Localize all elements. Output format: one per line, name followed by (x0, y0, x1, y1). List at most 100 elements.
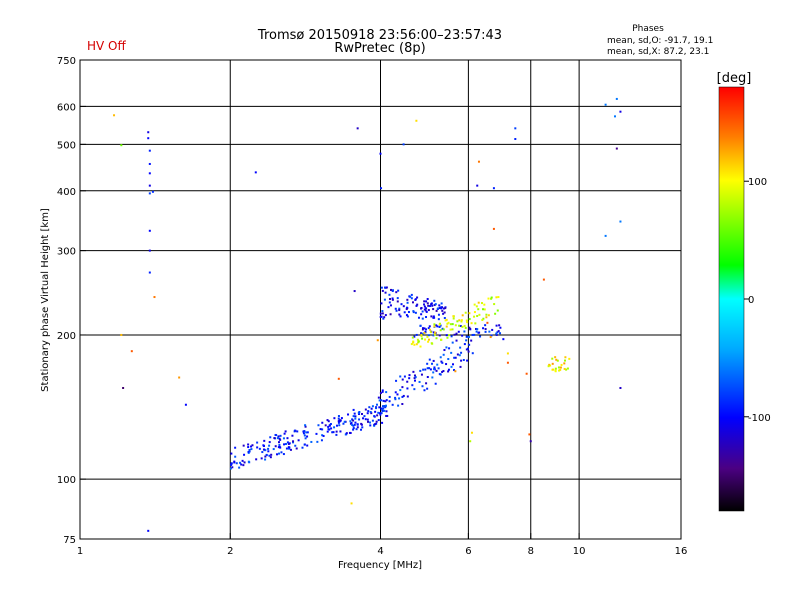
data-point (424, 338, 427, 341)
data-point (420, 335, 423, 338)
colorbar-tick-label: -100 (748, 413, 771, 424)
data-point (446, 322, 449, 325)
data-point (385, 391, 388, 394)
data-point (379, 412, 382, 415)
data-point (442, 353, 445, 356)
data-point (440, 360, 443, 363)
data-point (499, 332, 502, 335)
data-point (445, 325, 448, 328)
data-point (238, 466, 241, 469)
data-point (450, 351, 453, 354)
data-point (476, 315, 479, 318)
data-point (423, 308, 426, 311)
data-point (316, 440, 319, 443)
data-point (452, 363, 455, 366)
data-point (381, 390, 384, 393)
data-point (475, 330, 478, 333)
y-tick-label: 600 (57, 102, 76, 113)
data-point (284, 442, 287, 445)
data-point (459, 325, 462, 328)
data-point (426, 335, 429, 338)
data-point (438, 325, 441, 328)
data-point (278, 443, 281, 446)
x-tick-label: 6 (465, 546, 471, 557)
data-point (558, 369, 561, 372)
data-point (235, 462, 238, 465)
data-point (408, 374, 411, 377)
data-point (401, 378, 404, 381)
data-point (333, 426, 336, 429)
data-point (380, 407, 383, 410)
data-point (148, 172, 151, 175)
data-point (468, 318, 471, 321)
data-point (420, 373, 423, 376)
data-point (615, 147, 618, 150)
data-point (467, 347, 470, 350)
data-point (459, 365, 462, 368)
data-point (429, 328, 432, 331)
data-point (340, 417, 343, 420)
data-point (381, 421, 384, 424)
data-point (424, 309, 427, 312)
data-point (265, 454, 268, 457)
data-point (449, 323, 452, 326)
data-point (473, 311, 476, 314)
data-point (371, 419, 374, 422)
data-point (286, 437, 289, 440)
data-point (419, 307, 422, 310)
data-point (148, 271, 151, 274)
data-point (439, 324, 442, 327)
data-point (419, 324, 422, 327)
data-point (354, 417, 357, 420)
data-point (435, 337, 438, 340)
data-point (352, 408, 355, 411)
data-point (554, 370, 557, 373)
data-point (442, 328, 445, 331)
data-point (450, 365, 453, 368)
data-point (234, 455, 237, 458)
data-point (458, 324, 461, 327)
data-point (425, 328, 428, 331)
data-point (230, 452, 233, 455)
data-point (453, 333, 456, 336)
data-point (370, 407, 373, 410)
data-point (153, 296, 156, 299)
data-point (360, 428, 363, 431)
data-point (429, 368, 432, 371)
x-tick-label: 16 (675, 546, 688, 557)
data-point (465, 319, 468, 322)
data-point (383, 298, 386, 301)
x-tick-label: 4 (377, 546, 383, 557)
data-point (331, 431, 334, 434)
data-point (122, 386, 125, 389)
data-point (113, 114, 116, 117)
data-point (263, 439, 266, 442)
data-point (419, 345, 422, 348)
data-point (457, 330, 460, 333)
data-point (360, 423, 363, 426)
data-point (489, 336, 492, 339)
data-point (563, 362, 566, 365)
data-point (441, 309, 444, 312)
data-point (351, 418, 354, 421)
data-point (484, 328, 487, 331)
data-point (288, 446, 291, 449)
data-point (426, 367, 429, 370)
data-point (456, 320, 459, 323)
data-point (282, 453, 285, 456)
data-point (247, 450, 250, 453)
data-point (303, 443, 306, 446)
data-point (283, 443, 286, 446)
data-point (391, 297, 394, 300)
data-point (441, 370, 444, 373)
data-point (354, 415, 357, 418)
data-point (292, 441, 295, 444)
data-point (491, 328, 494, 331)
data-point (345, 432, 348, 435)
data-point (441, 306, 444, 309)
data-point (454, 370, 457, 373)
data-point (361, 426, 364, 429)
data-point (255, 458, 258, 461)
data-point (415, 304, 418, 307)
data-point (276, 437, 279, 440)
